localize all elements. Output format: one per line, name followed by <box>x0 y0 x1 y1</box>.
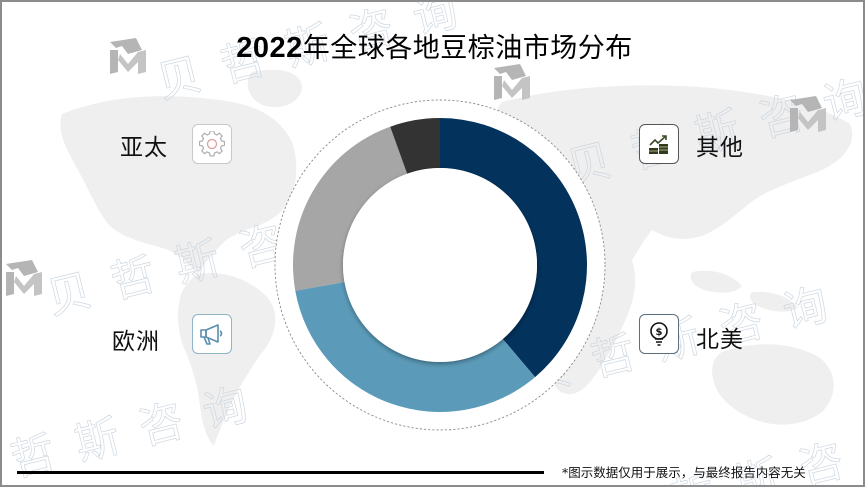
legend-icon-box-asia-pacific <box>192 124 232 164</box>
legend-icon-box-europe <box>192 314 232 354</box>
growth-chart-money-icon <box>649 135 668 154</box>
svg-text:$: $ <box>656 327 663 338</box>
legend-label-europe: 欧洲 <box>112 329 160 355</box>
watermark-logo-icon <box>6 260 42 296</box>
donut-hole <box>343 168 537 362</box>
gear-icon <box>199 131 225 157</box>
megaphone-icon <box>200 324 223 345</box>
donut-slice-2 <box>293 126 408 291</box>
legend-icon-box-other <box>639 124 679 164</box>
title-text: 年全球各地豆棕油市场分布 <box>302 33 633 64</box>
legend-label-north-america: 北美 <box>696 327 744 353</box>
donut-slice-0 <box>440 118 587 378</box>
dollar-lightbulb-icon: $ <box>650 322 668 346</box>
legend-label-asia-pacific: 亚太 <box>120 135 168 161</box>
donut-slice-1 <box>295 281 536 412</box>
donut-slice-3 <box>390 118 440 174</box>
donut-chart <box>274 99 606 431</box>
footnote-disclaimer: *图示数据仅用于展示，与最终报告内容无关 <box>562 465 806 480</box>
chart-title: 2022年全球各地豆棕油市场分布 <box>2 26 863 65</box>
watermark-logo-icon <box>110 38 146 74</box>
legend-icon-box-north-america: $ <box>639 314 679 354</box>
watermark-logo-icon <box>494 64 530 100</box>
footer-divider <box>17 471 544 474</box>
legend-label-other: 其他 <box>696 135 744 161</box>
watermark-logo-icon <box>790 96 826 132</box>
title-year: 2022 <box>236 32 303 64</box>
